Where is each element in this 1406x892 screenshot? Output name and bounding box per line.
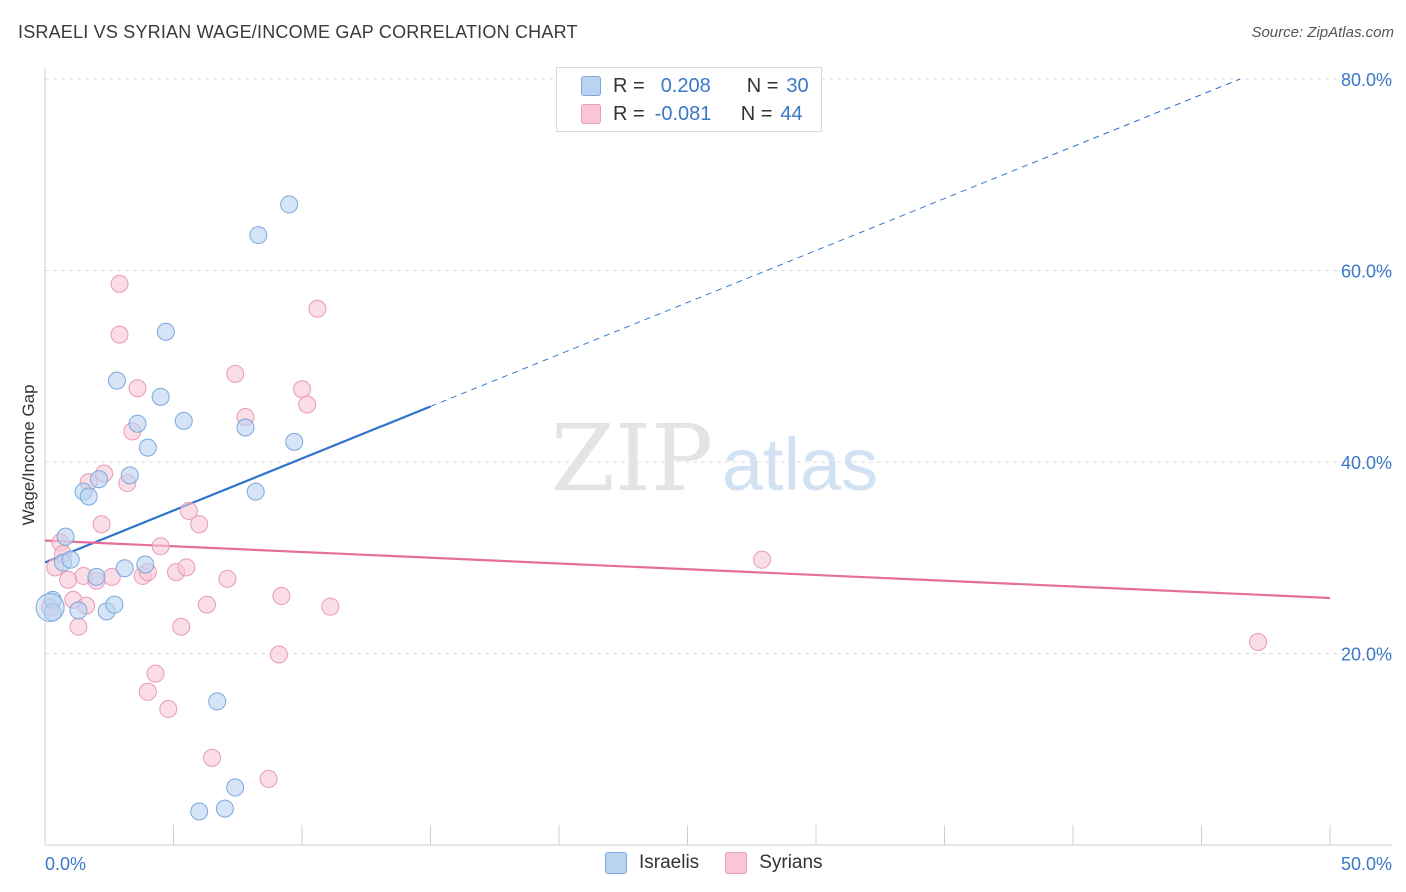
syrian-point	[190, 515, 209, 534]
syrians-legend-label: Syrians	[759, 852, 823, 873]
legend-r-value: 0.208	[660, 74, 711, 97]
israelis-legend-label: Israelis	[639, 852, 700, 873]
watermark-zip: ZIP	[551, 405, 713, 512]
israelis-legend-swatch	[605, 852, 627, 874]
syrian-point	[269, 645, 288, 664]
syrian-point	[110, 274, 129, 293]
syrian-point	[293, 380, 311, 399]
axes	[44, 68, 1392, 846]
x-tick-label: 0.0%	[45, 854, 86, 874]
israeli-point	[236, 418, 255, 437]
syrian-point	[59, 570, 78, 589]
israeli-point	[174, 411, 193, 430]
y-tick-label: 80.0%	[1341, 70, 1392, 90]
israelis-swatch	[581, 76, 601, 96]
legend-n-value: 30	[786, 74, 809, 97]
israeli-point	[190, 802, 209, 821]
israelis-trend-line	[44, 405, 431, 564]
syrians-legend-swatch	[725, 852, 748, 874]
syrian-point	[203, 748, 222, 767]
syrian-point	[151, 537, 170, 556]
cluster-point	[35, 593, 65, 623]
syrians-trend-line	[44, 539, 1331, 600]
syrian-point	[259, 769, 278, 788]
israeli-point	[246, 482, 265, 501]
y-tick-label: 60.0%	[1341, 262, 1392, 282]
israelis-trend-extension	[430, 78, 1241, 407]
y-axis-title: Wage/Income Gap	[19, 384, 38, 525]
syrian-point	[69, 617, 88, 636]
gridlines	[45, 78, 1392, 654]
israeli-point	[215, 799, 234, 818]
israeli-point	[87, 567, 106, 586]
syrian-point	[138, 682, 157, 701]
syrians-swatch	[581, 104, 601, 124]
legend-r-value: -0.081	[654, 102, 712, 125]
syrian-point	[92, 515, 111, 534]
syrian-point	[218, 569, 237, 588]
israeli-point	[105, 595, 124, 614]
chart-title: ISRAELI VS SYRIAN WAGE/INCOME GAP CORREL…	[18, 22, 578, 42]
syrian-point	[197, 595, 216, 614]
syrian-point	[298, 395, 317, 414]
syrian-point	[146, 664, 165, 683]
syrian-point	[110, 325, 129, 344]
y-tick-label: 20.0%	[1341, 645, 1392, 665]
israeli-point	[136, 555, 155, 574]
legend-n-label: N =	[746, 74, 779, 97]
israeli-point	[79, 487, 98, 506]
chart-source: Source: ZipAtlas.com	[1251, 24, 1394, 41]
israeli-point	[56, 527, 75, 546]
israeli-point	[280, 195, 299, 214]
data-points	[35, 195, 1268, 821]
stats-legend: R = 0.208 N = 30 R = -0.081 N = 44	[556, 67, 822, 132]
syrian-point	[177, 558, 196, 577]
syrian-point	[272, 587, 291, 606]
israeli-point	[120, 466, 139, 485]
israeli-point	[249, 226, 268, 245]
legend-n-label: N =	[740, 102, 773, 125]
watermark: ZIP atlas	[551, 405, 878, 512]
israeli-point	[61, 550, 80, 569]
israeli-point	[138, 438, 157, 457]
israeli-point	[107, 371, 126, 390]
syrian-point	[1249, 633, 1268, 652]
syrian-point	[226, 364, 245, 383]
legend-row-israelis: R = 0.208 N = 30	[581, 73, 809, 99]
legend-row-syrians: R = -0.081 N = 44	[581, 101, 803, 127]
israeli-point	[69, 601, 88, 620]
israeli-point	[226, 778, 245, 797]
legend-item-syrians[interactable]: Syrians	[725, 852, 823, 874]
israeli-point	[285, 432, 304, 451]
israeli-point	[156, 322, 175, 341]
israeli-point	[151, 387, 170, 406]
x-tick-label: 50.0%	[1341, 854, 1392, 874]
legend-n-value: 44	[780, 102, 803, 125]
syrian-point	[321, 597, 340, 616]
syrian-point	[308, 299, 327, 318]
syrian-point	[753, 550, 772, 569]
series-legend: Israelis Syrians	[605, 852, 849, 874]
israeli-point	[128, 414, 147, 433]
legend-r-label: R =	[613, 74, 645, 97]
y-tick-label: 40.0%	[1341, 453, 1392, 473]
syrian-point	[172, 617, 191, 636]
syrian-point	[128, 379, 147, 398]
legend-r-label: R =	[613, 102, 645, 125]
trend-lines	[44, 78, 1331, 600]
watermark-atlas: atlas	[722, 423, 878, 506]
israeli-point	[208, 692, 227, 711]
axis-labels: 20.0% 40.0% 60.0% 80.0% 0.0% 50.0% Wage/Income…	[19, 70, 1392, 874]
israeli-point	[115, 559, 134, 578]
syrian-point	[179, 501, 198, 520]
israeli-point	[89, 470, 108, 489]
legend-item-israelis[interactable]: Israelis	[605, 852, 699, 874]
syrian-point	[159, 700, 178, 719]
